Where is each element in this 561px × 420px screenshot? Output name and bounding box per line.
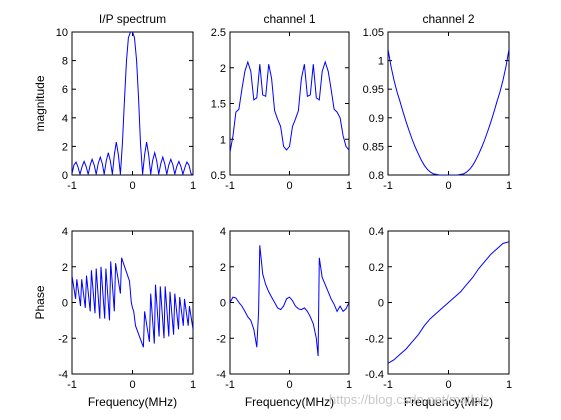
y-tick-label: 4 — [220, 226, 226, 238]
subplot-title: channel 1 — [263, 12, 315, 26]
x-tick-label: 1 — [190, 379, 196, 391]
subplot-2: -1 0 1 0.5 1 1.5 2 2.5 channel 1 — [211, 12, 352, 192]
subplot-6: -1 0 1 -0.4 -0.2 0 0.2 0.4 Frequency(MHz) — [365, 226, 512, 409]
x-tick-label: 0 — [129, 180, 135, 192]
axes-box — [229, 230, 350, 375]
y-axis-label: magnitude — [33, 75, 47, 131]
y-tick-label: 2 — [62, 141, 68, 153]
y-tick-label: 1 — [220, 134, 226, 146]
x-axis-label: Frequency(MHz) — [245, 395, 334, 409]
x-tick-label: -1 — [383, 180, 393, 192]
y-tick-label: 0.4 — [369, 226, 384, 238]
y-tick-label: 2 — [62, 262, 68, 274]
x-tick-label: 0 — [445, 180, 451, 192]
x-axis-label: Frequency(MHz) — [404, 395, 493, 409]
series-line-1 — [72, 32, 193, 175]
y-tick-label: 10 — [56, 27, 68, 39]
y-tick-label: 0 — [220, 298, 226, 310]
y-axis-label: Phase — [33, 285, 47, 319]
x-tick-label: 0 — [129, 379, 135, 391]
y-tick-label: -4 — [216, 369, 226, 381]
y-tick-label: 0.9 — [369, 113, 384, 125]
x-axis-label: Frequency(MHz) — [88, 395, 177, 409]
x-tick-label: 0 — [445, 379, 451, 391]
x-tick-label: 1 — [506, 180, 512, 192]
subplot-4: -1 0 1 -4 -2 0 2 4 Frequency(MHz) Phase — [33, 226, 196, 409]
y-tick-label: 2 — [220, 63, 226, 75]
y-tick-label: 0.95 — [363, 84, 384, 96]
y-tick-label: -0.2 — [365, 333, 384, 345]
y-tick-label: 6 — [62, 84, 68, 96]
x-tick-label: -1 — [67, 180, 77, 192]
y-tick-label: 2.5 — [211, 27, 226, 39]
series-line-1 — [230, 60, 349, 153]
y-tick-label: 1 — [378, 56, 384, 68]
series-line-1 — [388, 241, 509, 364]
x-tick-label: 1 — [346, 379, 352, 391]
x-tick-label: -1 — [67, 379, 77, 391]
x-tick-label: -1 — [225, 180, 235, 192]
axes-box — [71, 31, 194, 176]
subplot-5: -1 0 1 -4 -2 0 2 4 Frequency(MHz) — [216, 226, 352, 409]
y-tick-label: 0.85 — [363, 141, 384, 153]
x-tick-label: 1 — [506, 379, 512, 391]
y-tick-label: 0.5 — [211, 170, 226, 182]
axes-box — [387, 31, 510, 176]
subplot-title: channel 2 — [422, 12, 474, 26]
subplot-3: -1 0 1 0.8 0.85 0.9 0.95 1 1.05 channel 2 — [363, 12, 512, 192]
y-tick-label: 0 — [378, 298, 384, 310]
y-tick-label: -0.4 — [365, 369, 384, 381]
series-line-1 — [388, 49, 509, 175]
x-tick-label: -1 — [225, 379, 235, 391]
x-tick-label: 0 — [286, 379, 292, 391]
y-tick-label: -2 — [58, 333, 68, 345]
y-tick-label: 2 — [220, 262, 226, 274]
y-tick-label: 0 — [62, 170, 68, 182]
y-tick-label: -4 — [58, 369, 68, 381]
axes-box — [71, 230, 194, 375]
x-tick-label: 1 — [190, 180, 196, 192]
series-line-1 — [72, 257, 193, 348]
y-tick-label: -2 — [216, 333, 226, 345]
y-tick-label: 1.05 — [363, 27, 384, 39]
y-tick-label: 0.2 — [369, 262, 384, 274]
x-tick-label: 0 — [286, 180, 292, 192]
y-tick-label: 1.5 — [211, 99, 226, 111]
y-tick-label: 8 — [62, 56, 68, 68]
y-tick-label: 4 — [62, 226, 68, 238]
y-tick-label: 0.8 — [369, 170, 384, 182]
watermark: https://blog.csdn.net/matlab — [329, 392, 488, 407]
axes-box — [229, 31, 350, 176]
x-tick-label: -1 — [383, 379, 393, 391]
series-line-1 — [230, 245, 349, 357]
y-tick-label: 0 — [62, 298, 68, 310]
x-tick-label: 1 — [346, 180, 352, 192]
y-tick-label: 4 — [62, 113, 68, 125]
subplot-title: I/P spectrum — [99, 12, 166, 26]
